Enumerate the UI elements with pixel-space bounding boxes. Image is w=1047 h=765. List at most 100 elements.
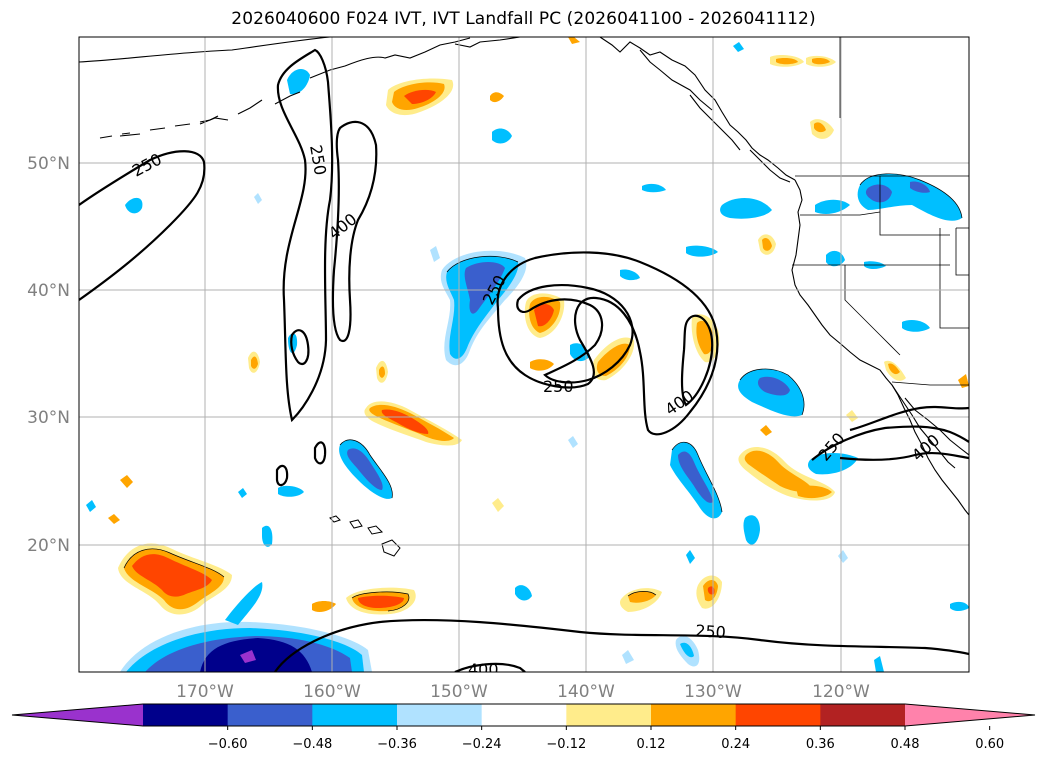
colorbar-tick-label: 0.48 <box>891 737 920 752</box>
pc-shade-neg-160w <box>262 525 273 547</box>
border-nevada-east <box>939 228 969 329</box>
longitude-tick-labels: 170°W 160°W 150°W 140°W 130°W 120°W <box>176 682 870 702</box>
colorbar-segment <box>735 704 821 726</box>
pc-shade-neg-fleck-1 <box>86 500 96 512</box>
pc-shade-pos-ak-1-core <box>776 58 798 65</box>
island-big-island <box>381 539 401 557</box>
hawaiian-islands <box>329 515 401 557</box>
lat-tick-label-1: 50°N <box>27 154 70 174</box>
pc-shade-pos-150w <box>490 92 504 103</box>
pc-shade-pos-coastal-core <box>796 485 832 499</box>
pc-negative-shading <box>86 42 969 672</box>
colorbar-tick-label: −0.12 <box>546 737 586 752</box>
pc-shade-pos-fleck-1 <box>120 475 133 488</box>
pc-shade-pos-fleck-5 <box>846 410 858 422</box>
pc-shade-neg-138w-b <box>620 269 640 281</box>
pc-shade-neg-south-tail <box>225 582 263 625</box>
pc-outline-south-1 <box>351 591 410 612</box>
border-us-mexico <box>891 381 969 386</box>
pc-shade-neg-hawaii-core <box>347 448 383 490</box>
pc-shade-pos-158w <box>312 601 336 612</box>
graticule <box>79 37 969 672</box>
pc-shade-pos-ak-2-core <box>812 58 830 65</box>
pc-shade-neg-fleck-3 <box>254 193 262 204</box>
pc-shade-neg-pnw-core-2 <box>910 181 930 193</box>
border-ca-nv <box>844 265 901 356</box>
pc-shade-pos-coastal-mid <box>744 450 812 492</box>
pc-outline-sw <box>123 548 225 578</box>
pc-shade-pos-fleck-7 <box>568 37 580 44</box>
coastline-bc-islands <box>639 49 791 183</box>
plot-frame <box>78 36 970 673</box>
colorbar: −0.60 −0.48 −0.36 −0.24 −0.12 0.12 0.24 0.36 0.4… <box>11 703 1036 752</box>
lon-tick-label-1: 170°W <box>176 682 234 702</box>
ivt-contour-250-west <box>79 150 206 301</box>
pc-outline-central <box>446 255 519 273</box>
pc-outline-south-2 <box>627 591 657 597</box>
pc-shade-pos-fleck-2 <box>108 514 120 524</box>
colorbar-segment <box>820 704 906 726</box>
border-wa-or <box>800 211 881 216</box>
pc-shade-pos-baja-core <box>888 363 900 375</box>
colorbar-tick-label: −0.24 <box>462 737 502 752</box>
pc-shade-pos-fleck-4 <box>760 425 772 436</box>
map-title: 2026040600 F024 IVT, IVT Landfall PC (20… <box>231 9 816 29</box>
pc-shade-neg-south-l3 <box>200 638 312 672</box>
colorbar-segment <box>566 704 652 726</box>
political-borders <box>792 37 969 386</box>
lat-tick-label-4: 20°N <box>27 536 70 556</box>
pc-shade-neg-south-center-core <box>680 642 694 658</box>
ivt-contour-250-ns-loop <box>276 48 334 423</box>
pc-shade-pos-156w-core <box>379 366 385 378</box>
pc-shade-neg-fleck-6 <box>686 550 695 564</box>
colorbar-outline <box>11 703 1036 727</box>
pc-shade-pos-136w-core <box>596 343 630 376</box>
pc-shade-pos-sw-core <box>132 554 212 597</box>
pc-outline-hawaii <box>339 439 393 499</box>
plot-area <box>79 37 969 672</box>
latitude-tick-labels: 50°N 40°N 30°N 20°N <box>27 154 70 556</box>
colorbar-tick-label: −0.36 <box>377 737 417 752</box>
ivt-contour-400-central-swirl <box>516 284 634 384</box>
lon-tick-label-3: 150°W <box>430 682 488 702</box>
pc-outline-132w <box>671 442 723 513</box>
pc-shade-neg-124w-core <box>757 376 790 396</box>
pc-shade-neg-145w-1 <box>492 128 512 144</box>
lon-tick-label-6: 120°W <box>812 682 870 702</box>
lon-tick-label-2: 160°W <box>303 682 361 702</box>
pc-shade-pos-south-1-core <box>358 595 404 608</box>
pc-shade-pos-south-2-core <box>628 591 656 603</box>
colorbar-tick-label: −0.60 <box>208 737 248 752</box>
pc-shade-neg-central-l1 <box>446 256 519 359</box>
pc-shade-neg-fleck-5 <box>568 436 578 448</box>
pc-shade-pos-central-south <box>530 359 554 371</box>
pc-shade-pos-bc-core <box>814 122 826 133</box>
island-oahu <box>349 519 363 529</box>
pc-shade-neg-138w <box>642 183 666 193</box>
pc-shade-neg-fleck-9 <box>733 42 744 52</box>
pc-shade-neg-nw <box>287 68 310 95</box>
ivt-contour-small-loop-1 <box>290 329 310 366</box>
pc-outline-124w <box>739 368 805 416</box>
pc-shade-neg-west <box>125 197 143 214</box>
pc-shade-neg-128w <box>743 515 760 545</box>
pc-shade-neg-pnw-coast <box>720 198 772 219</box>
colorbar-tick-label: 0.36 <box>806 737 835 752</box>
colorbar-segment <box>651 704 737 726</box>
colorbar-tick-label: 0.12 <box>637 737 666 752</box>
colorbar-tick-label: 0.60 <box>975 737 1004 752</box>
ivt-contour-small-loop-3 <box>275 464 289 487</box>
pc-shade-pos-fleck-3 <box>492 498 504 512</box>
colorbar-segment <box>312 704 398 726</box>
coastlines <box>79 37 969 516</box>
pc-shade-neg-575 <box>515 585 532 601</box>
ivt-contour-400-131w <box>680 314 714 407</box>
pc-shade-pos-126w-core <box>762 238 772 251</box>
pc-shade-neg-fleck-10 <box>874 656 884 672</box>
colorbar-segment <box>227 704 313 726</box>
pc-shade-neg-fleck-2 <box>238 488 247 498</box>
border-east <box>955 227 969 276</box>
colorbar-tick-label: 0.24 <box>721 737 750 752</box>
lon-tick-label-5: 130°W <box>684 682 742 702</box>
